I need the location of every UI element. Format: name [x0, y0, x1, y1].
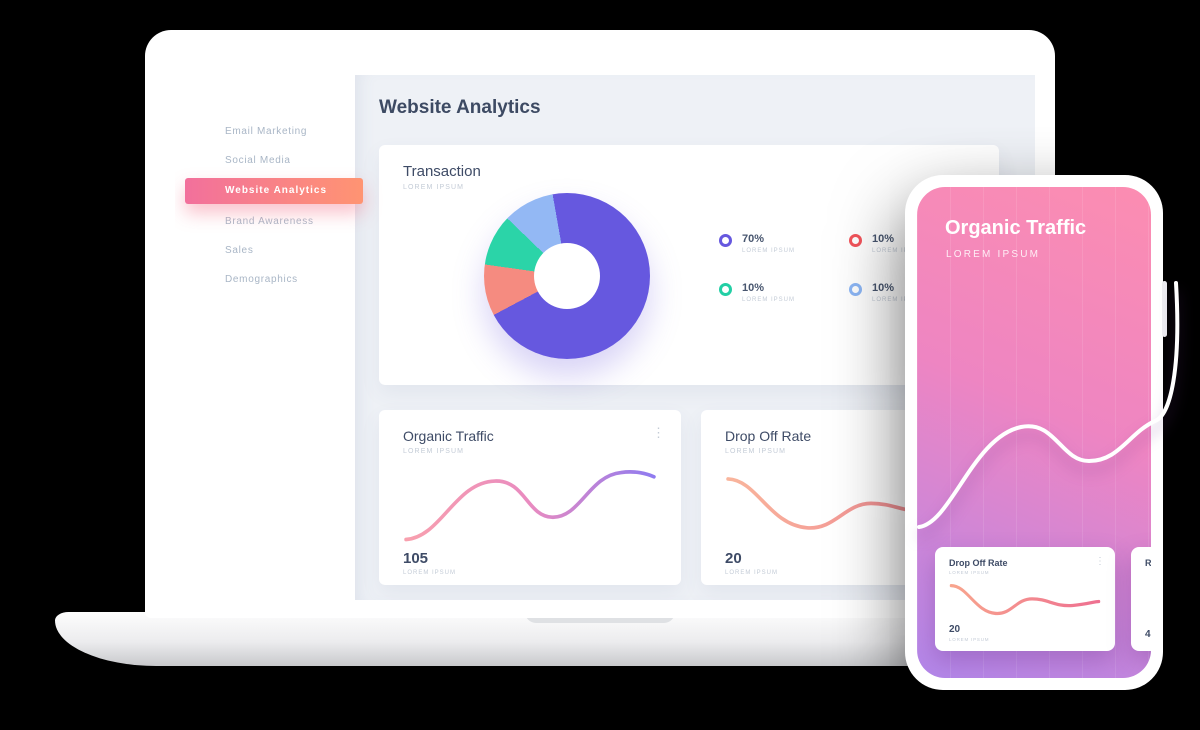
- phone-dropoff-title: Drop Off Rate: [949, 558, 1008, 568]
- legend-percentage: 10%: [872, 233, 895, 245]
- dropoff-card-value: 20: [725, 550, 742, 567]
- dropoff-card-value-label: LOREM IPSUM: [725, 570, 779, 576]
- organic-traffic-card: Organic Traffic LOREM IPSUM ⋮: [379, 410, 681, 585]
- phone-dropoff-value: 20: [949, 624, 961, 635]
- phone-dropoff-card: Drop Off Rate LOREM IPSUM ⋮ 20: [935, 547, 1115, 651]
- legend-percentage: 10%: [872, 282, 895, 294]
- dashboard-app: Email Marketing Social Media Website Ana…: [175, 75, 1035, 600]
- sidebar-item-brand-awareness[interactable]: Brand Awareness: [225, 216, 314, 227]
- phone-mockup: Organic Traffic LOREM IPSUM Drop Off Rat…: [905, 175, 1180, 690]
- main-panel: Website Analytics Transaction LOREM IPSU…: [355, 75, 1035, 600]
- phone-screen: Organic Traffic LOREM IPSUM Drop Off Rat…: [917, 187, 1151, 678]
- legend-ring-icon: [719, 234, 732, 247]
- donut-chart-wrap: [484, 193, 650, 359]
- page-title: Website Analytics: [379, 97, 541, 118]
- transaction-legend: 70% LOREM IPSUM 10% LOREM IPSUM: [719, 233, 979, 303]
- legend-entry-blue: 10% LOREM IPSUM: [849, 282, 979, 303]
- phone-partial-chart: [1145, 572, 1151, 629]
- legend-label: LOREM IPSUM: [872, 248, 926, 254]
- sidebar-item-email-marketing[interactable]: Email Marketing: [225, 126, 308, 137]
- organic-card-value-label: LOREM IPSUM: [403, 570, 457, 576]
- sidebar-item-social-media[interactable]: Social Media: [225, 155, 291, 166]
- phone-dropoff-value-label: LOREM IPSUM: [949, 637, 990, 642]
- sidebar-item-sales[interactable]: Sales: [225, 245, 254, 256]
- legend-label: LOREM IPSUM: [742, 297, 796, 303]
- phone-page-title: Organic Traffic: [945, 217, 1087, 239]
- phone-mini-line-chart: [949, 579, 1101, 624]
- sidebar-item-demographics[interactable]: Demographics: [225, 274, 298, 285]
- organic-card-value: 105: [403, 550, 429, 567]
- legend-ring-icon: [849, 283, 862, 296]
- kebab-menu-icon[interactable]: ⋮: [652, 425, 665, 440]
- phone-partial-card: R 4: [1131, 547, 1151, 651]
- organic-card-title: Organic Traffic: [403, 428, 494, 444]
- laptop-screen: Email Marketing Social Media Website Ana…: [145, 30, 1055, 618]
- legend-percentage: 70%: [742, 233, 765, 245]
- legend-ring-icon: [849, 234, 862, 247]
- legend-percentage: 10%: [742, 282, 765, 294]
- legend-entry-red: 10% LOREM IPSUM: [849, 233, 979, 254]
- phone-dropoff-subtitle: LOREM IPSUM: [949, 570, 990, 575]
- organic-card-subtitle: LOREM IPSUM: [403, 448, 465, 455]
- dropoff-card-title: Drop Off Rate: [725, 428, 812, 444]
- phone-side-button: [1162, 281, 1167, 337]
- legend-label: LOREM IPSUM: [742, 248, 796, 254]
- phone-page-subtitle: LOREM IPSUM: [946, 249, 1041, 260]
- legend-label: LOREM IPSUM: [872, 297, 926, 303]
- transaction-card-subtitle: LOREM IPSUM: [403, 184, 465, 191]
- transaction-card-title: Transaction: [403, 163, 481, 180]
- legend-ring-icon: [719, 283, 732, 296]
- legend-entry-teal: 10% LOREM IPSUM: [719, 282, 849, 303]
- legend-entry-purple: 70% LOREM IPSUM: [719, 233, 849, 254]
- donut-chart: [484, 193, 650, 359]
- sidebar-item-website-analytics[interactable]: Website Analytics: [185, 178, 363, 204]
- organic-line-chart: [403, 463, 657, 548]
- kebab-menu-icon[interactable]: ⋮: [1095, 556, 1105, 567]
- dropoff-card-subtitle: LOREM IPSUM: [725, 448, 787, 455]
- transaction-card: Transaction LOREM IPSUM 70% LOREM IPSUM: [379, 145, 999, 385]
- sidebar-nav: Email Marketing Social Media Website Ana…: [175, 75, 363, 600]
- phone-partial-card-value: 4: [1145, 629, 1151, 640]
- phone-partial-card-title: R: [1145, 558, 1151, 568]
